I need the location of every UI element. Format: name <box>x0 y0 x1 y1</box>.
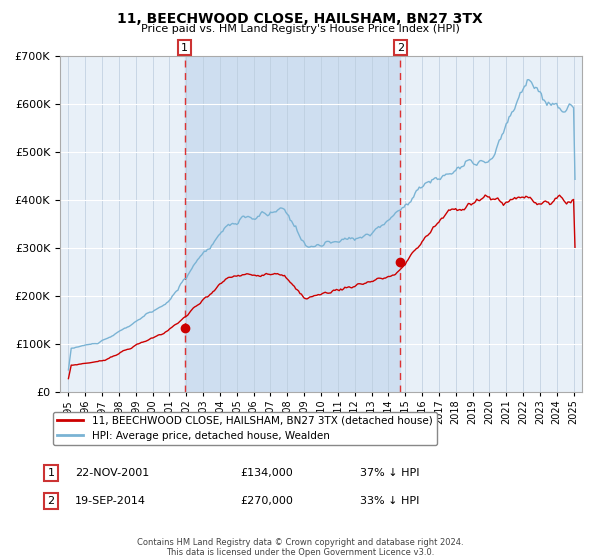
Bar <box>185 56 400 392</box>
Text: 2: 2 <box>397 43 404 53</box>
Text: Price paid vs. HM Land Registry's House Price Index (HPI): Price paid vs. HM Land Registry's House … <box>140 24 460 34</box>
Text: £134,000: £134,000 <box>240 468 293 478</box>
Text: 1: 1 <box>181 43 188 53</box>
Text: 33% ↓ HPI: 33% ↓ HPI <box>360 496 419 506</box>
Text: Contains HM Land Registry data © Crown copyright and database right 2024.
This d: Contains HM Land Registry data © Crown c… <box>137 538 463 557</box>
Text: 37% ↓ HPI: 37% ↓ HPI <box>360 468 419 478</box>
Text: 22-NOV-2001: 22-NOV-2001 <box>75 468 149 478</box>
Text: 1: 1 <box>47 468 55 478</box>
Text: 2: 2 <box>47 496 55 506</box>
Legend: 11, BEECHWOOD CLOSE, HAILSHAM, BN27 3TX (detached house), HPI: Average price, de: 11, BEECHWOOD CLOSE, HAILSHAM, BN27 3TX … <box>53 412 437 445</box>
Text: 19-SEP-2014: 19-SEP-2014 <box>75 496 146 506</box>
Text: 11, BEECHWOOD CLOSE, HAILSHAM, BN27 3TX: 11, BEECHWOOD CLOSE, HAILSHAM, BN27 3TX <box>117 12 483 26</box>
Text: £270,000: £270,000 <box>240 496 293 506</box>
